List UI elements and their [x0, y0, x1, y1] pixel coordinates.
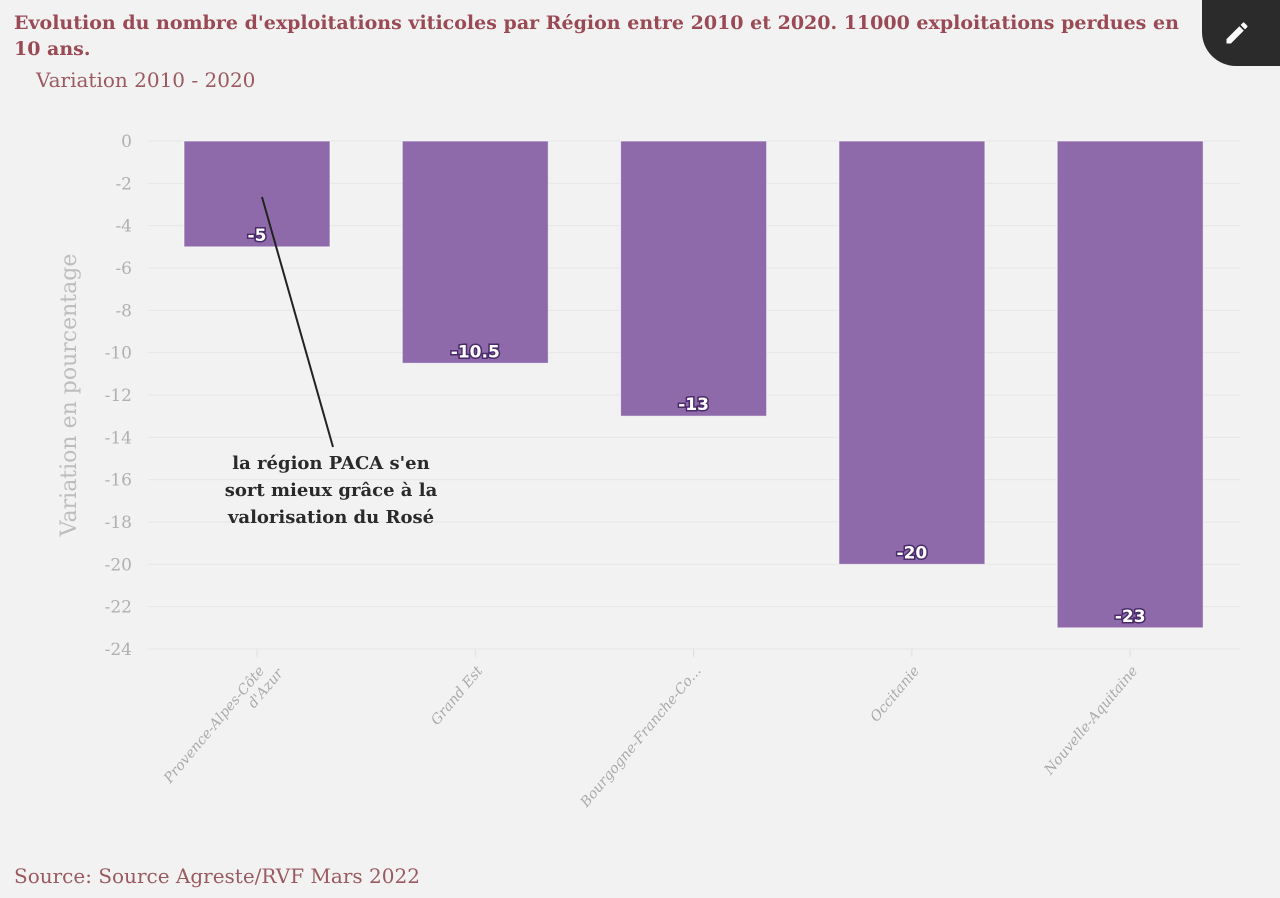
- y-tick-label: -18: [105, 513, 132, 533]
- annotation-arrow: [261, 196, 334, 448]
- y-tick-label: -6: [115, 259, 132, 279]
- x-tick-label: Grand Est: [428, 663, 487, 728]
- x-tick-label: Occitanie: [867, 663, 923, 725]
- y-tick-label: -14: [105, 428, 132, 448]
- annotation-text: la région PACA s'en: [232, 453, 429, 474]
- y-tick-label: -2: [115, 174, 132, 194]
- bar: [183, 140, 331, 248]
- y-tick-label: -20: [105, 555, 132, 575]
- data-label: -23: [1115, 607, 1146, 627]
- y-tick-label: -16: [105, 471, 132, 491]
- y-tick-label: 0: [121, 132, 132, 152]
- x-tick-label: Bourgogne-Franche-Co...: [577, 663, 705, 811]
- bar: [620, 140, 768, 417]
- source-note: Source: Source Agreste/RVF Mars 2022: [14, 864, 420, 888]
- chart-title: Evolution du nombre d'exploitations viti…: [14, 12, 1179, 60]
- data-label: -13: [678, 395, 709, 415]
- x-tick-label: Provence-Alpes-Côted'Azur: [160, 655, 287, 798]
- y-tick-label: -10: [105, 344, 132, 364]
- annotation-text: valorisation du Rosé: [227, 507, 434, 528]
- y-tick-label: -4: [115, 217, 132, 237]
- y-tick-label: -22: [105, 598, 132, 618]
- bar: [401, 140, 549, 364]
- y-axis-title: Variation en pourcentage: [57, 254, 82, 538]
- data-label: -20: [897, 543, 928, 563]
- data-label: -5: [248, 226, 267, 246]
- edit-button[interactable]: [1202, 0, 1280, 66]
- chart-subtitle: Variation 2010 - 2020: [36, 68, 256, 92]
- data-label: -10.5: [451, 342, 500, 362]
- y-tick-label: -8: [115, 301, 132, 321]
- y-tick-label: -12: [105, 386, 132, 406]
- pencil-icon: [1226, 22, 1248, 44]
- x-tick-label: Nouvelle-Aquitaine: [1041, 663, 1141, 778]
- bar: [838, 140, 986, 565]
- y-tick-label: -24: [105, 640, 132, 660]
- annotation-text: sort mieux grâce à la: [225, 480, 438, 501]
- bar: [1056, 140, 1204, 629]
